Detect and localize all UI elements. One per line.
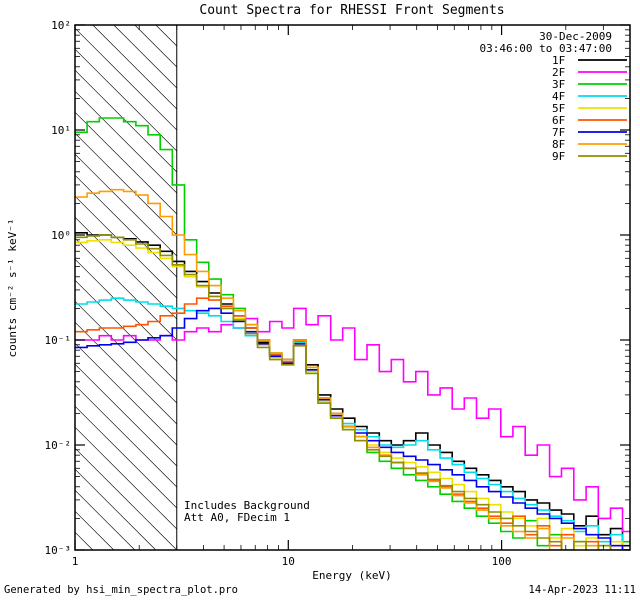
hatch-line	[74, 111, 178, 215]
spectrum-line-5F	[75, 239, 624, 550]
date-annotation: 30-Dec-2009	[539, 30, 612, 43]
note-attenuator-state: Att A0, FDecim 1	[184, 511, 290, 524]
hatch-line	[74, 447, 178, 551]
hatch-line	[92, 24, 178, 110]
x-tick-label: 1	[72, 555, 79, 568]
spectrum-line-9F	[75, 234, 630, 550]
y-axis-label: counts cm⁻² s⁻¹ keV⁻¹	[6, 218, 19, 357]
y-tick-label: 10²	[51, 19, 71, 32]
hatch-line	[74, 342, 178, 446]
hatch-line	[74, 426, 178, 530]
hatch-line	[74, 531, 94, 551]
chart-title: Count Spectra for RHESSI Front Segments	[199, 3, 504, 18]
legend-label-3F: 3F	[552, 78, 565, 91]
hatch-line	[74, 90, 178, 194]
x-tick-label: 10	[282, 555, 295, 568]
hatch-line	[74, 237, 178, 341]
hatch-line	[74, 195, 178, 299]
footer-datetime: 14-Apr-2023 11:11	[529, 584, 636, 596]
footer-generator: Generated by hsi_min_spectra_plot.pro	[4, 584, 238, 596]
y-tick-label: 10⁰	[51, 229, 71, 242]
hatch-line	[74, 153, 178, 257]
hatch-line	[134, 24, 178, 68]
hatch-line	[74, 258, 178, 362]
y-tick-label: 10¹	[51, 124, 71, 137]
x-axis-label: Energy (keV)	[312, 569, 391, 582]
legend-label-5F: 5F	[552, 102, 565, 115]
plot-frame	[74, 24, 631, 551]
spectrum-line-4F	[75, 297, 630, 550]
spectrum-line-2F	[75, 307, 630, 533]
hatch-line	[74, 174, 178, 278]
hatch-line	[74, 363, 178, 467]
hatch-line	[74, 48, 178, 152]
legend-label-2F: 2F	[552, 66, 565, 79]
chart-generated-layer: 1 10 100 10² 10¹ 10⁰ 10⁻¹ 10⁻² 10⁻³	[45, 19, 631, 568]
legend-label-1F: 1F	[552, 54, 565, 67]
hatch-line	[74, 279, 178, 383]
y-tick-label: 10⁻³	[45, 544, 72, 557]
y-tick-label: 10⁻²	[45, 439, 72, 452]
hatch-line	[74, 216, 178, 320]
legend-label-6F: 6F	[552, 114, 565, 127]
note-includes-background: Includes Background	[184, 499, 310, 512]
legend-label-7F: 7F	[552, 126, 565, 139]
hatch-line	[74, 321, 178, 425]
hatch-line	[74, 300, 178, 404]
time-range-annotation: 03:46:00 to 03:47:00	[480, 42, 612, 55]
legend-label-4F: 4F	[552, 90, 565, 103]
x-tick-label: 100	[492, 555, 512, 568]
hatch-line	[113, 24, 178, 89]
hatch-line	[74, 132, 178, 236]
hatch-line	[74, 384, 178, 488]
spectrum-line-3F	[75, 117, 630, 550]
hatch-line	[155, 24, 178, 47]
y-tick-label: 10⁻¹	[45, 334, 72, 347]
legend-label-8F: 8F	[552, 138, 565, 151]
hatch-line	[74, 489, 136, 551]
hatch-line	[74, 468, 157, 551]
hatch-line	[74, 510, 115, 551]
legend-label-9F: 9F	[552, 150, 565, 163]
hatch-line	[74, 27, 178, 131]
hatch-line	[74, 405, 178, 509]
